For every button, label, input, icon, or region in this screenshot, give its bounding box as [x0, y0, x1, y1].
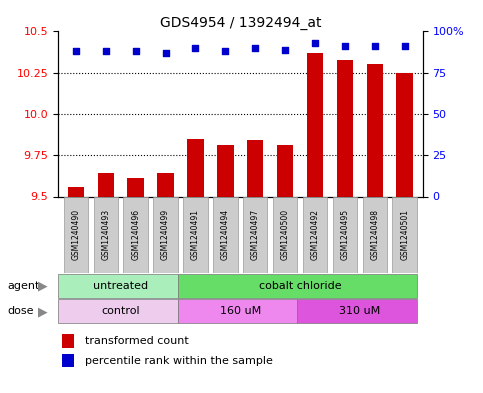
Point — [222, 48, 229, 54]
FancyBboxPatch shape — [213, 196, 238, 273]
Text: ▶: ▶ — [38, 305, 47, 318]
Text: 160 uM: 160 uM — [220, 307, 261, 316]
FancyBboxPatch shape — [178, 299, 297, 323]
FancyBboxPatch shape — [297, 299, 417, 323]
Bar — [217, 145, 234, 196]
Bar — [128, 178, 144, 196]
FancyBboxPatch shape — [273, 196, 298, 273]
Bar — [187, 139, 204, 196]
Text: GSM1240498: GSM1240498 — [370, 209, 379, 260]
Point — [162, 50, 170, 56]
FancyBboxPatch shape — [333, 196, 357, 273]
Point — [102, 48, 110, 54]
Bar — [62, 334, 74, 348]
FancyBboxPatch shape — [363, 196, 387, 273]
FancyBboxPatch shape — [64, 196, 88, 273]
Bar — [397, 73, 413, 196]
Bar — [157, 173, 174, 196]
Point — [72, 48, 80, 54]
FancyBboxPatch shape — [58, 274, 178, 298]
FancyBboxPatch shape — [243, 196, 268, 273]
Point — [281, 46, 289, 53]
Title: GDS4954 / 1392494_at: GDS4954 / 1392494_at — [159, 17, 321, 30]
Point — [192, 45, 199, 51]
FancyBboxPatch shape — [183, 196, 208, 273]
Text: GSM1240492: GSM1240492 — [311, 209, 320, 260]
Text: GSM1240491: GSM1240491 — [191, 209, 200, 260]
Text: untreated: untreated — [93, 281, 148, 291]
Text: ▶: ▶ — [38, 279, 47, 292]
Bar — [247, 140, 263, 196]
Text: dose: dose — [7, 307, 34, 316]
Text: transformed count: transformed count — [85, 336, 189, 346]
FancyBboxPatch shape — [178, 274, 417, 298]
Point — [371, 43, 379, 50]
Text: GSM1240499: GSM1240499 — [161, 209, 170, 261]
FancyBboxPatch shape — [392, 196, 417, 273]
Bar — [68, 187, 84, 196]
Bar — [367, 64, 383, 196]
FancyBboxPatch shape — [303, 196, 327, 273]
Text: GSM1240500: GSM1240500 — [281, 209, 290, 261]
Text: GSM1240493: GSM1240493 — [101, 209, 110, 261]
Point — [311, 40, 319, 46]
Text: control: control — [101, 307, 140, 316]
Text: GSM1240490: GSM1240490 — [71, 209, 80, 261]
FancyBboxPatch shape — [94, 196, 118, 273]
Point — [251, 45, 259, 51]
Bar — [337, 59, 353, 196]
Text: 310 uM: 310 uM — [339, 307, 381, 316]
FancyBboxPatch shape — [124, 196, 148, 273]
Text: GSM1240494: GSM1240494 — [221, 209, 230, 261]
Point — [132, 48, 140, 54]
Bar — [62, 354, 74, 367]
Bar — [98, 173, 114, 196]
Text: agent: agent — [7, 281, 40, 291]
FancyBboxPatch shape — [153, 196, 178, 273]
Text: GSM1240497: GSM1240497 — [251, 209, 260, 261]
Point — [341, 43, 349, 50]
Text: GSM1240495: GSM1240495 — [341, 209, 349, 261]
FancyBboxPatch shape — [58, 299, 178, 323]
Text: GSM1240496: GSM1240496 — [131, 209, 140, 261]
Text: percentile rank within the sample: percentile rank within the sample — [85, 356, 273, 366]
Bar — [307, 53, 323, 196]
Text: GSM1240501: GSM1240501 — [400, 209, 409, 260]
Point — [401, 43, 409, 50]
Bar — [277, 145, 293, 196]
Text: cobalt chloride: cobalt chloride — [259, 281, 341, 291]
